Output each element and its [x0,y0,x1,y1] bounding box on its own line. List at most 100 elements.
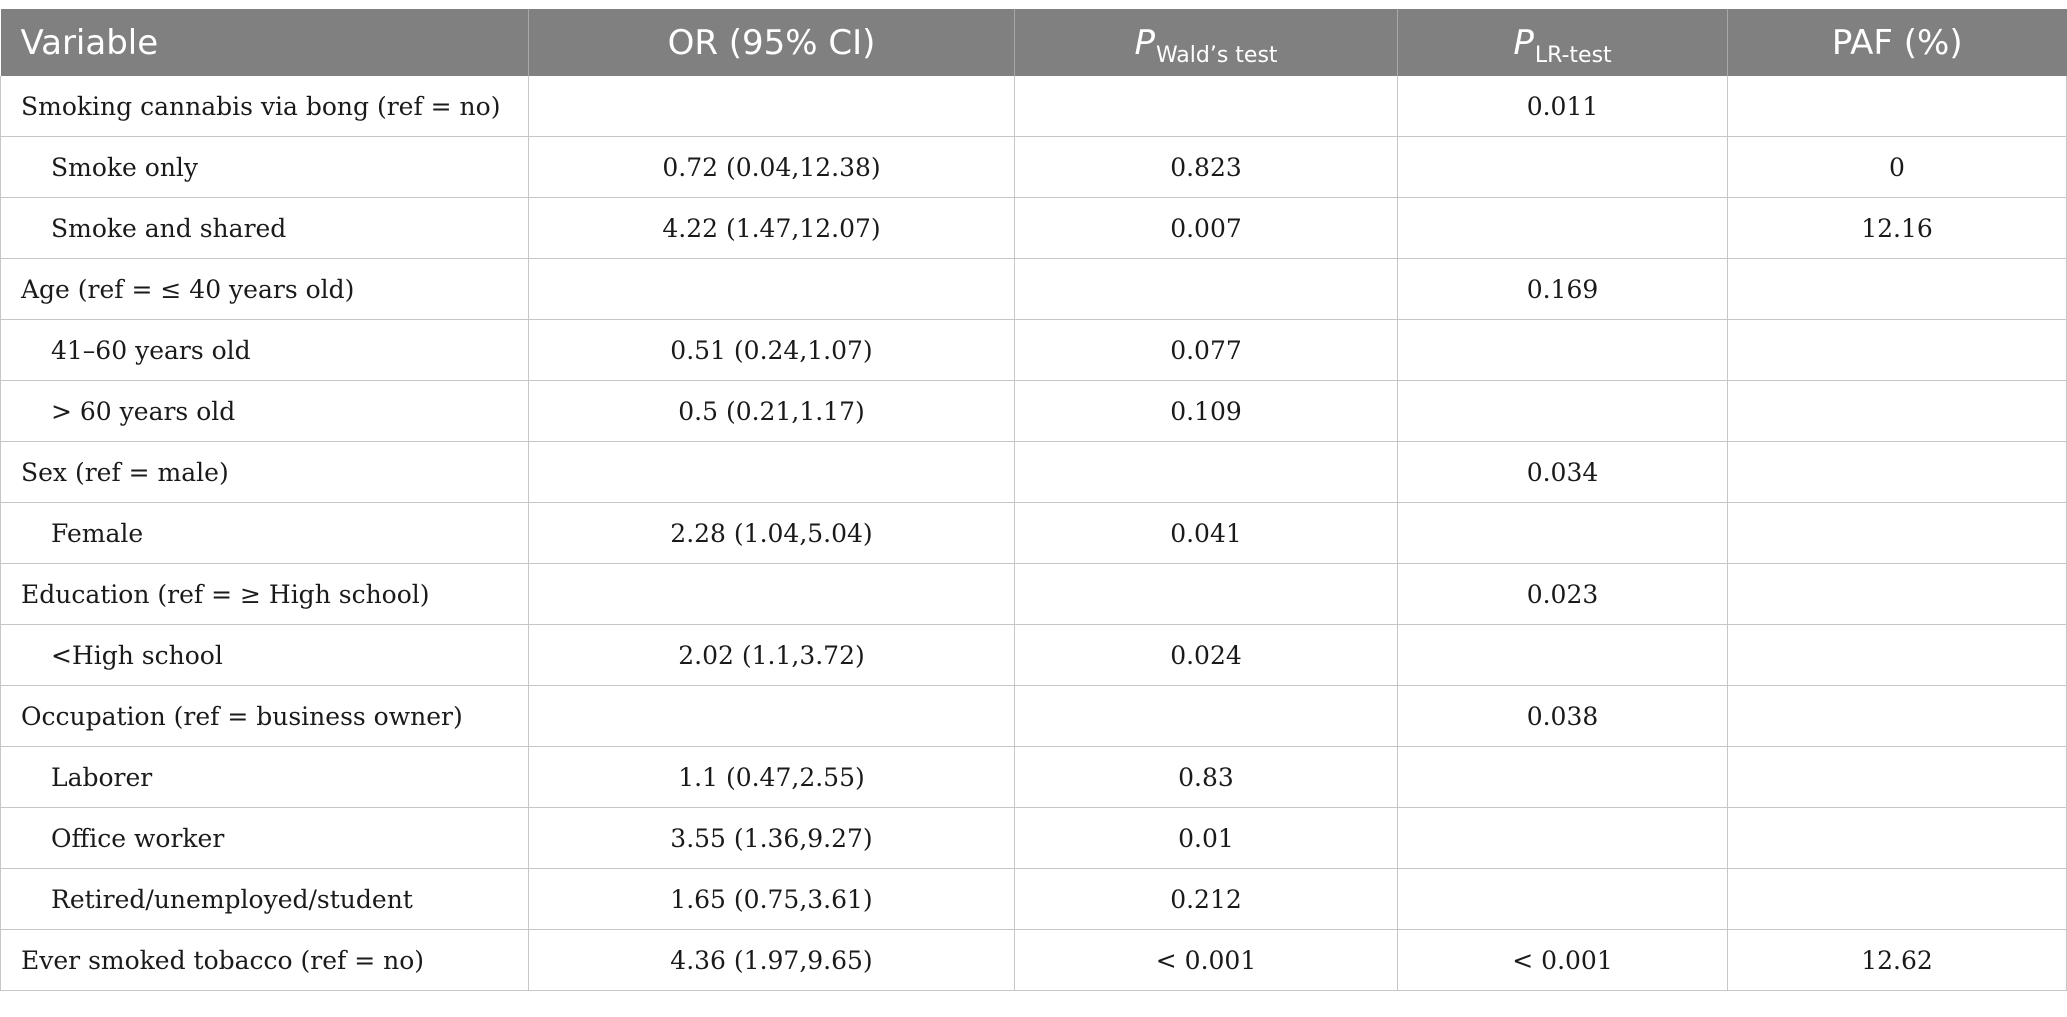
cell-or-ci [528,563,1015,625]
cell-variable: Smoke and shared [0,197,529,259]
cell-paf [1727,258,2067,320]
cell-variable: Smoke only [0,136,529,198]
cell-paf [1727,380,2067,442]
cell-variable: Retired/unemployed/student [0,868,529,930]
cell-variable: 41–60 years old [0,319,529,381]
header-p-lr-subscript: LR-test [1534,42,1612,68]
cell-paf [1727,624,2067,686]
cell-p-lr [1397,746,1728,808]
table-row: Smoke and shared 4.22 (1.47,12.07) 0.007 12… [0,197,2067,259]
cell-or-ci: 0.5 (0.21,1.17) [528,380,1015,442]
cell-p-lr: < 0.001 [1397,929,1728,991]
cell-variable: Office worker [0,807,529,869]
cell-paf [1727,319,2067,381]
cell-p-wald: 0.024 [1014,624,1398,686]
cell-paf: 12.16 [1727,197,2067,259]
cell-p-lr [1397,319,1728,381]
cell-p-lr [1397,136,1728,198]
cell-p-lr: 0.023 [1397,563,1728,625]
header-p-wald-symbol: P [1134,22,1155,63]
cell-p-wald: 0.077 [1014,319,1398,381]
table-row: 41–60 years old 0.51 (0.24,1.07) 0.077 [0,319,2067,381]
header-paf: PAF (%) [1727,9,2067,76]
cell-p-lr: 0.169 [1397,258,1728,320]
header-variable: Variable [0,9,529,76]
odds-ratio-table: Variable OR (95% CI) PWald’s test PLR-te… [0,9,2067,991]
cell-p-wald: 0.823 [1014,136,1398,198]
cell-paf: 12.62 [1727,929,2067,991]
cell-or-ci [528,76,1015,137]
table-header: Variable OR (95% CI) PWald’s test PLR-te… [0,9,2067,76]
cell-p-wald: 0.007 [1014,197,1398,259]
cell-or-ci [528,441,1015,503]
header-p-wald-subscript: Wald’s test [1155,42,1278,68]
cell-p-wald: 0.041 [1014,502,1398,564]
cell-paf [1727,746,2067,808]
cell-or-ci: 0.72 (0.04,12.38) [528,136,1015,198]
cell-p-wald [1014,76,1398,137]
table-row: Office worker 3.55 (1.36,9.27) 0.01 [0,807,2067,869]
table-row: Ever smoked tobacco (ref = no) 4.36 (1.97… [0,929,2067,991]
cell-variable: Laborer [0,746,529,808]
table-row: Education (ref = ≥ High school) 0.023 [0,563,2067,625]
cell-p-wald: 0.01 [1014,807,1398,869]
table-row: Female 2.28 (1.04,5.04) 0.041 [0,502,2067,564]
cell-variable: Sex (ref = male) [0,441,529,503]
cell-or-ci [528,685,1015,747]
cell-paf: 0 [1727,136,2067,198]
cell-paf [1727,76,2067,137]
cell-or-ci: 1.1 (0.47,2.55) [528,746,1015,808]
header-p-lr: PLR-test [1397,9,1728,76]
cell-variable: <High school [0,624,529,686]
cell-paf [1727,868,2067,930]
cell-p-lr [1397,380,1728,442]
cell-or-ci: 2.02 (1.1,3.72) [528,624,1015,686]
cell-paf [1727,563,2067,625]
cell-p-wald [1014,258,1398,320]
header-p-wald: PWald’s test [1014,9,1398,76]
cell-p-wald: < 0.001 [1014,929,1398,991]
cell-p-wald [1014,685,1398,747]
table-row: Laborer 1.1 (0.47,2.55) 0.83 [0,746,2067,808]
cell-p-lr: 0.038 [1397,685,1728,747]
cell-variable: Smoking cannabis via bong (ref = no) [0,76,529,137]
cell-p-wald: 0.109 [1014,380,1398,442]
results-table-container: Variable OR (95% CI) PWald’s test PLR-te… [0,9,2067,991]
cell-p-wald [1014,441,1398,503]
cell-paf [1727,807,2067,869]
table-row: Age (ref = ≤ 40 years old) 0.169 [0,258,2067,320]
cell-or-ci: 1.65 (0.75,3.61) [528,868,1015,930]
cell-p-lr: 0.011 [1397,76,1728,137]
cell-or-ci: 2.28 (1.04,5.04) [528,502,1015,564]
cell-p-lr [1397,868,1728,930]
cell-or-ci: 4.36 (1.97,9.65) [528,929,1015,991]
table-row: Smoking cannabis via bong (ref = no) 0.01… [0,76,2067,137]
cell-p-lr: 0.034 [1397,441,1728,503]
cell-variable: Occupation (ref = business owner) [0,685,529,747]
cell-p-wald: 0.212 [1014,868,1398,930]
cell-or-ci: 3.55 (1.36,9.27) [528,807,1015,869]
cell-variable: Ever smoked tobacco (ref = no) [0,929,529,991]
cell-p-lr [1397,624,1728,686]
cell-variable: > 60 years old [0,380,529,442]
table-row: Smoke only 0.72 (0.04,12.38) 0.823 0 [0,136,2067,198]
cell-p-wald: 0.83 [1014,746,1398,808]
cell-paf [1727,441,2067,503]
cell-paf [1727,685,2067,747]
cell-variable: Female [0,502,529,564]
table-row: Occupation (ref = business owner) 0.038 [0,685,2067,747]
cell-variable: Education (ref = ≥ High school) [0,563,529,625]
cell-p-wald [1014,563,1398,625]
cell-p-lr [1397,807,1728,869]
cell-paf [1727,502,2067,564]
cell-or-ci: 4.22 (1.47,12.07) [528,197,1015,259]
header-row: Variable OR (95% CI) PWald’s test PLR-te… [0,9,2067,76]
cell-p-lr [1397,502,1728,564]
table-body: Smoking cannabis via bong (ref = no) 0.01… [0,76,2067,991]
table-row: Retired/unemployed/student 1.65 (0.75,3.6… [0,868,2067,930]
table-row: <High school 2.02 (1.1,3.72) 0.024 [0,624,2067,686]
cell-or-ci [528,258,1015,320]
cell-variable: Age (ref = ≤ 40 years old) [0,258,529,320]
cell-p-lr [1397,197,1728,259]
header-p-lr-symbol: P [1513,22,1534,63]
